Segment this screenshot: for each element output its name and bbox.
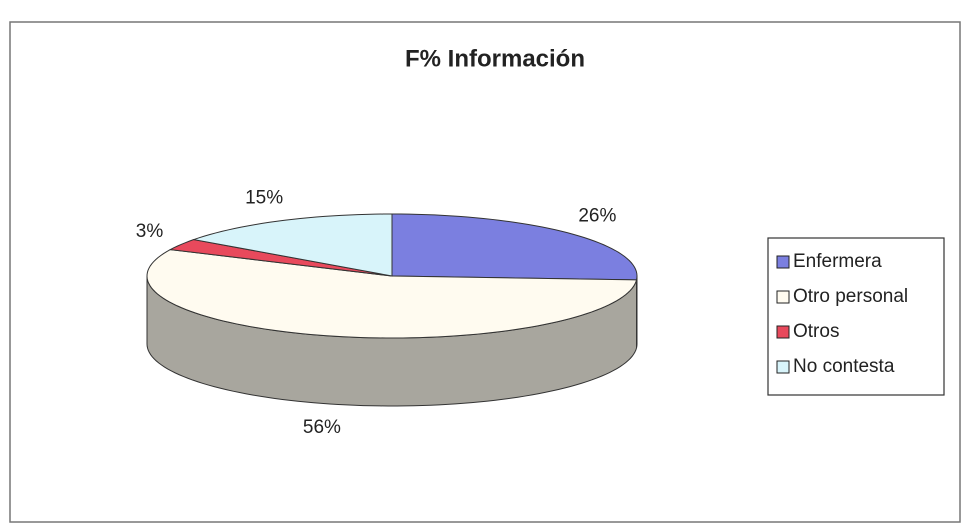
slice [191,213,393,277]
legend-swatch [776,290,790,304]
legend-swatch [776,255,790,269]
data-label: 56% [303,417,341,438]
legend-label: No contesta [793,356,895,377]
legend-label: Otro personal [793,286,908,307]
legend-swatch [776,360,790,374]
slice [391,213,638,281]
legend-swatch [776,325,790,339]
slice [146,249,638,339]
data-label: 26% [578,206,616,227]
data-label: 15% [245,188,283,209]
data-label: 3% [136,221,164,242]
chart-title: F% Información [405,45,585,72]
legend-label: Otros [793,321,839,342]
slice [168,239,393,277]
legend-box [767,237,945,396]
legend-label: Enfermera [793,251,882,272]
